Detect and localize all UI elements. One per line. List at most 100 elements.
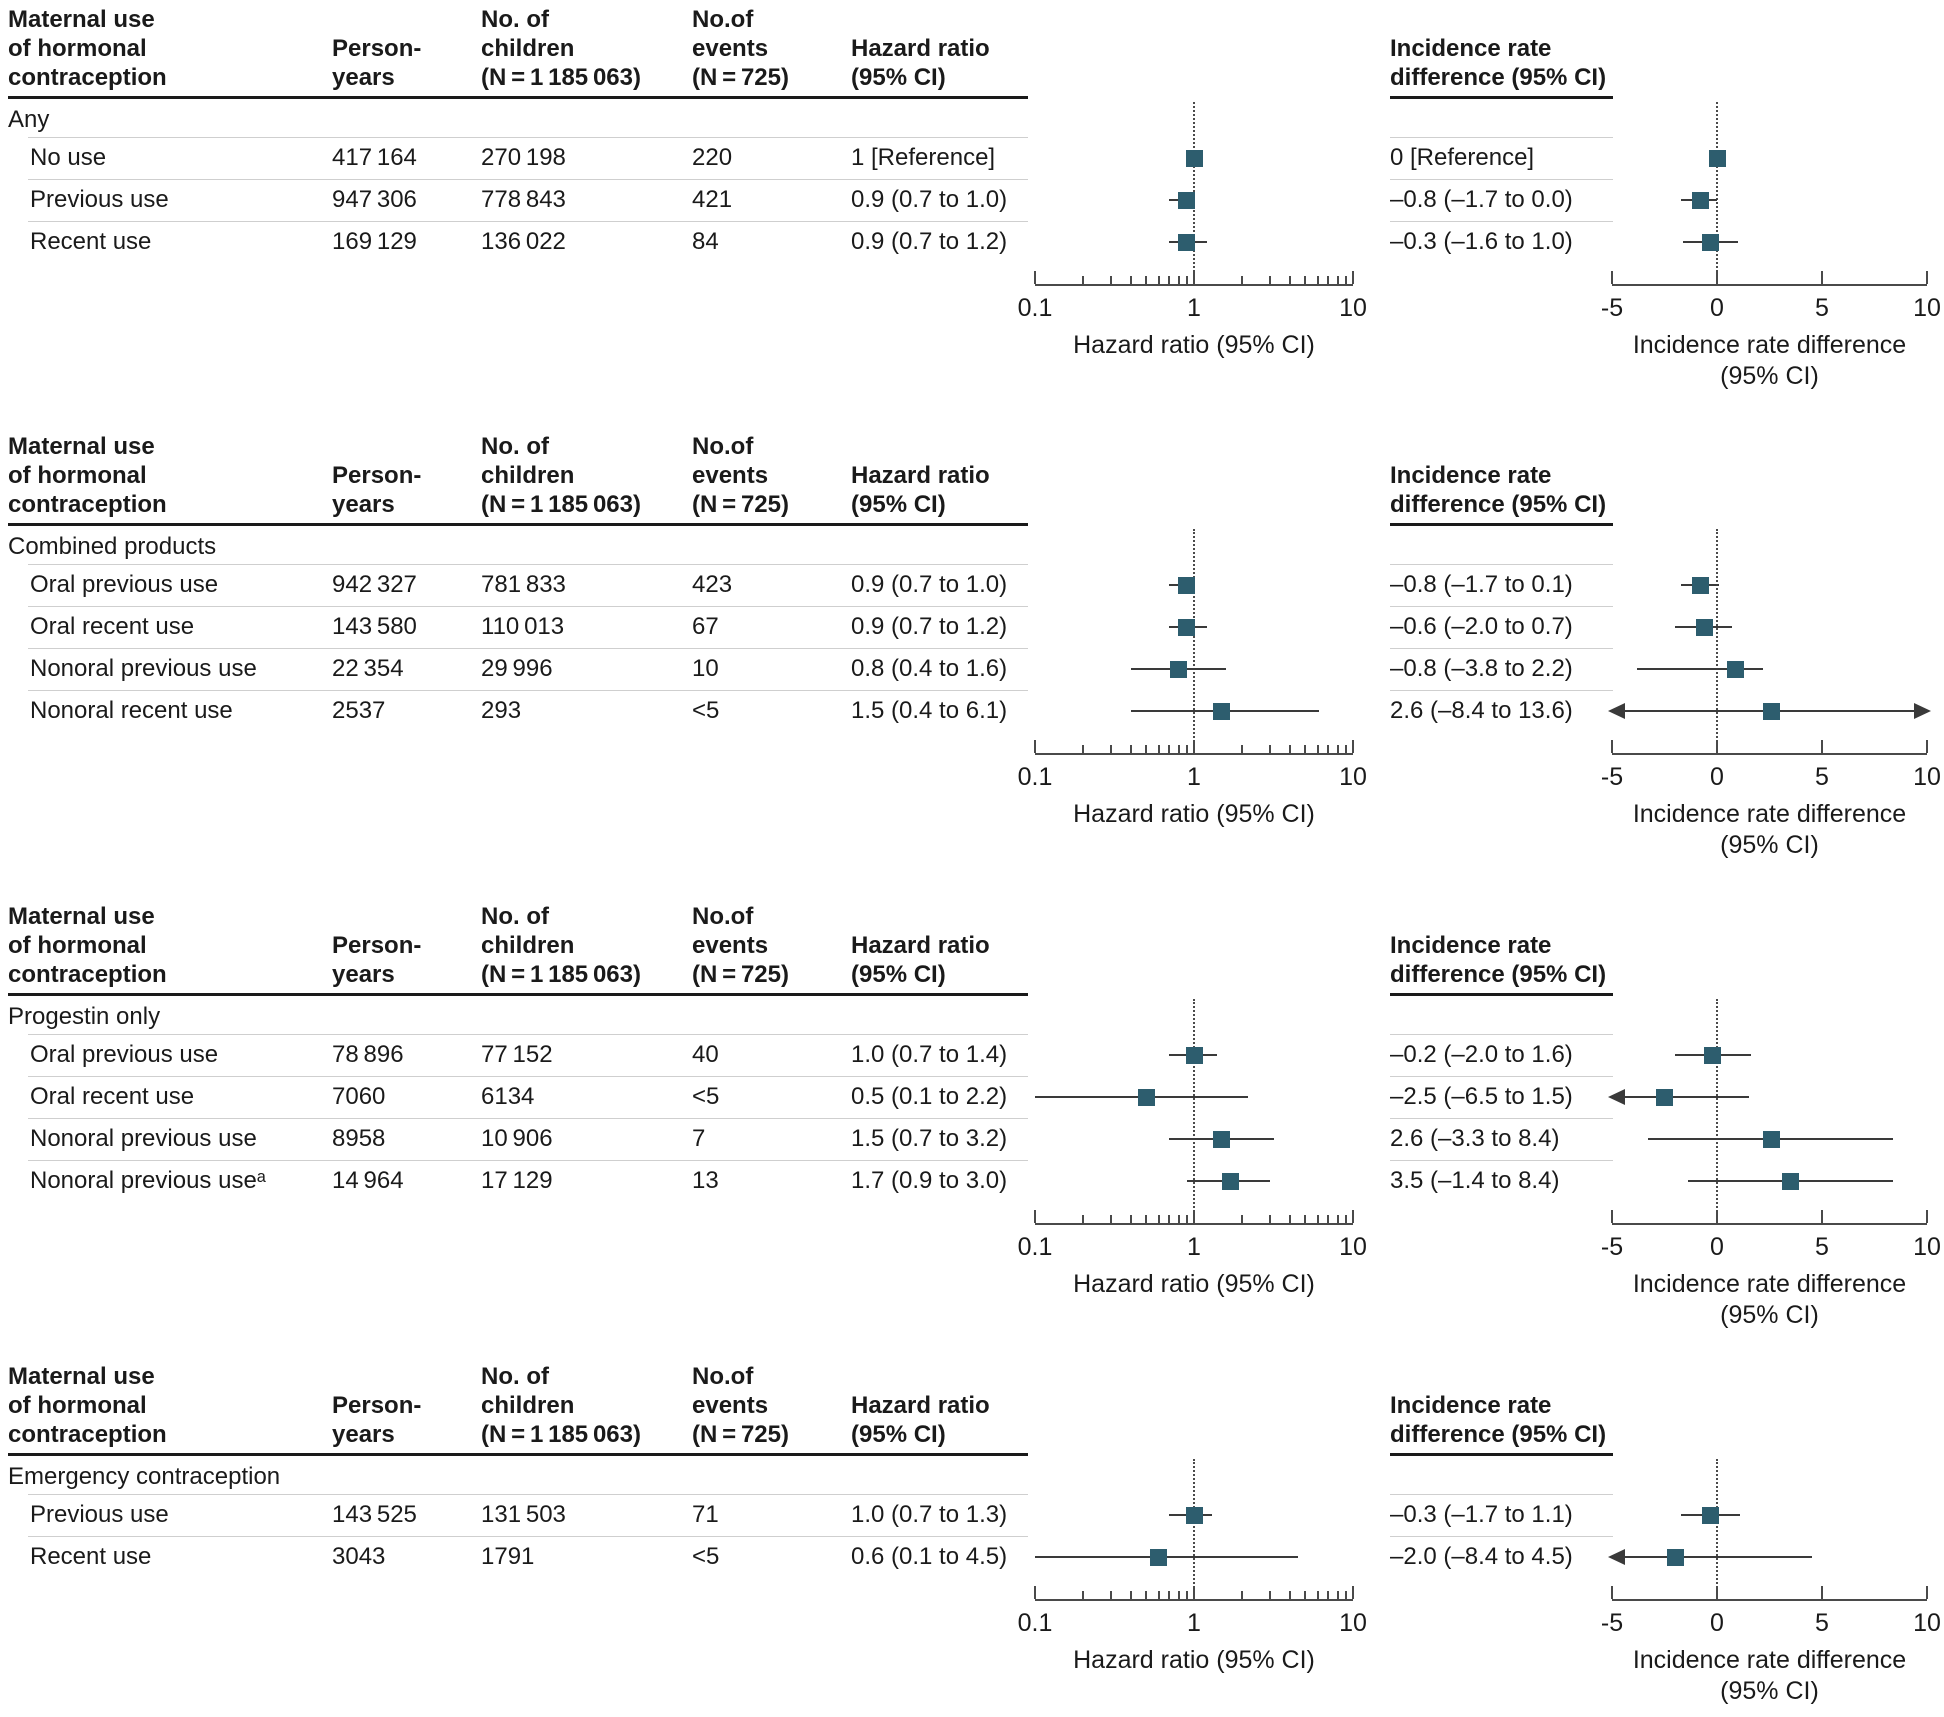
column-header-children: children	[481, 932, 575, 959]
column-header-incidence-rate-difference: Incidence rate	[1390, 932, 1552, 959]
hr-axis-minor-tick	[1344, 1591, 1347, 1599]
hr-axis-line	[1035, 284, 1353, 286]
column-header-children: children	[481, 35, 575, 62]
hr-axis-minor-tick	[1157, 1215, 1160, 1223]
cell-person-years: 78 896	[332, 1041, 404, 1068]
ird-axis-tick	[1821, 1210, 1823, 1223]
row-rule-table	[28, 1118, 1028, 1119]
row-rule-ird	[1390, 1160, 1613, 1161]
hr-axis-tick-label: 1	[1187, 1233, 1201, 1261]
ird-axis-title: Incidence rate difference	[1632, 1646, 1907, 1674]
row-rule-ird	[1390, 606, 1613, 607]
cell-children: 6134	[481, 1083, 535, 1110]
hr-axis-minor-tick	[1081, 1591, 1084, 1599]
ci-arrow-right-icon	[1914, 703, 1931, 719]
ird-ci-line	[1637, 668, 1764, 670]
hr-axis-minor-tick	[1177, 745, 1180, 753]
hr-point-marker	[1185, 1046, 1203, 1064]
hr-axis-minor-tick	[1129, 1591, 1132, 1599]
cell-person-years: 8958	[332, 1125, 386, 1152]
ird-reference-line	[1716, 529, 1718, 753]
cell-person-years: 169 129	[332, 228, 417, 255]
column-header-events: events	[692, 35, 769, 62]
cell-ird: –2.0 (–8.4 to 4.5)	[1390, 1543, 1573, 1570]
hr-axis-minor-tick	[1168, 1215, 1171, 1223]
hr-axis-tick-label: 10	[1339, 1233, 1367, 1261]
ird-axis-title: Incidence rate difference	[1632, 331, 1907, 359]
ird-axis-tick	[1926, 1586, 1928, 1599]
cell-events: 220	[692, 144, 733, 171]
column-header-events: events	[692, 1392, 769, 1419]
section-label: Progestin only	[8, 1003, 161, 1030]
column-header-incidence-rate-difference: difference (95% CI)	[1390, 961, 1607, 988]
ird-axis-title: (95% CI)	[1720, 831, 1819, 859]
ird-point-marker	[1763, 1130, 1781, 1148]
hr-axis-minor-tick	[1145, 745, 1148, 753]
ird-axis-tick-label: -5	[1600, 1233, 1624, 1261]
hr-axis-minor-tick	[1240, 1215, 1243, 1223]
column-header-children: No. of	[481, 6, 549, 33]
ird-axis-tick	[1611, 1586, 1613, 1599]
hr-point-marker	[1222, 1172, 1240, 1190]
hr-point-marker	[1213, 702, 1231, 720]
hr-axis-minor-tick	[1145, 1591, 1148, 1599]
hr-axis-minor-tick	[1185, 1215, 1188, 1223]
row-rule-ird	[1390, 1536, 1613, 1537]
hr-axis-major-tick	[1193, 1210, 1195, 1223]
hr-axis-minor-tick	[1344, 276, 1347, 284]
hr-axis-minor-tick	[1336, 1215, 1339, 1223]
ird-reference-line	[1716, 102, 1718, 284]
hr-axis-major-tick	[1352, 1210, 1354, 1223]
cell-events: 423	[692, 571, 733, 598]
row-rule-table	[28, 221, 1028, 222]
header-rule-table	[8, 523, 1028, 526]
cell-children: 293	[481, 697, 522, 724]
ird-axis-tick	[1926, 740, 1928, 753]
ird-reference-line	[1716, 999, 1718, 1223]
ird-axis-title: Incidence rate difference	[1632, 1270, 1907, 1298]
cell-events: 84	[692, 228, 719, 255]
column-header-hazard-ratio: Hazard ratio	[851, 35, 990, 62]
cell-person-years: 22 354	[332, 655, 404, 682]
column-header-incidence-rate-difference: difference (95% CI)	[1390, 1421, 1607, 1448]
hr-axis-minor-tick	[1145, 276, 1148, 284]
row-rule-table	[28, 1494, 1028, 1495]
hr-point-marker	[1150, 1548, 1168, 1566]
hr-axis-minor-tick	[1316, 276, 1319, 284]
ird-axis-title: (95% CI)	[1720, 1301, 1819, 1329]
cell-person-years: 417 164	[332, 144, 417, 171]
ird-point-marker	[1691, 191, 1709, 209]
ci-arrow-left-icon	[1608, 703, 1625, 719]
row-label: Previous use	[30, 1501, 169, 1528]
hr-axis-minor-tick	[1344, 745, 1347, 753]
ird-axis-tick	[1926, 271, 1928, 284]
row-rule-ird	[1390, 648, 1613, 649]
cell-children: 1791	[481, 1543, 535, 1570]
hr-axis-minor-tick	[1081, 276, 1084, 284]
row-rule-ird	[1390, 1076, 1613, 1077]
ird-axis-tick-label: 5	[1815, 1233, 1829, 1261]
column-header-events: (N = 725)	[692, 64, 789, 91]
hr-point-marker	[1170, 660, 1188, 678]
cell-hazard-ratio: 0.8 (0.4 to 1.6)	[851, 655, 1008, 682]
row-rule-table	[28, 179, 1028, 180]
cell-person-years: 947 306	[332, 186, 417, 213]
hr-point-marker	[1178, 191, 1196, 209]
hr-axis-minor-tick	[1157, 1591, 1160, 1599]
ird-axis-title: Incidence rate difference	[1632, 800, 1907, 828]
row-label: No use	[30, 144, 107, 171]
hr-axis-minor-tick	[1168, 1591, 1171, 1599]
hr-axis-tick-label: 0.1	[1017, 1233, 1053, 1261]
column-header-hazard-ratio: Hazard ratio	[851, 932, 990, 959]
hr-axis-minor-tick	[1336, 1591, 1339, 1599]
cell-person-years: 7060	[332, 1083, 386, 1110]
hr-axis-minor-tick	[1304, 745, 1307, 753]
column-header-hazard-ratio: Hazard ratio	[851, 1392, 990, 1419]
hr-axis-minor-tick	[1268, 1591, 1271, 1599]
hr-point-marker	[1185, 149, 1203, 167]
ird-reference-line	[1716, 1459, 1718, 1599]
hr-axis-major-tick	[1193, 740, 1195, 753]
hr-axis-minor-tick	[1327, 1591, 1330, 1599]
column-header-person-years: Person-	[332, 35, 422, 62]
cell-events: 13	[692, 1167, 719, 1194]
